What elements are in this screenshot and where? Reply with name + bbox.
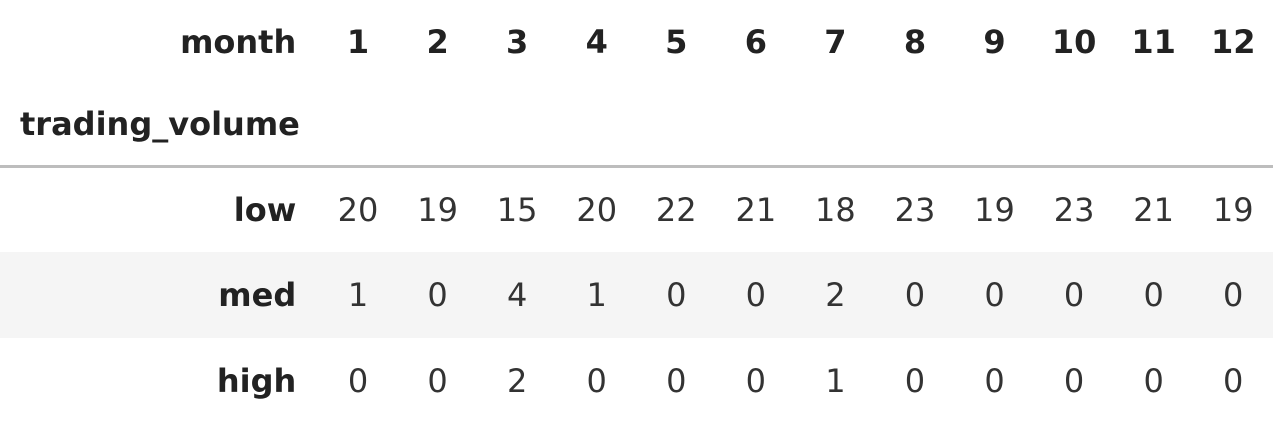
table-cell: 21 xyxy=(1133,190,1175,229)
table-cell: 0 xyxy=(1143,362,1164,400)
column-header: 11 xyxy=(1131,23,1176,61)
table-cell: 0 xyxy=(666,362,687,400)
table-cell: 0 xyxy=(427,362,448,400)
table-row: high 0 0 2 0 0 0 1 0 0 0 0 0 xyxy=(0,338,1273,423)
table-cell: 0 xyxy=(1063,362,1085,400)
table-cell: 2 xyxy=(506,362,528,400)
column-header-row: month 1 2 3 4 5 6 7 8 9 10 11 12 xyxy=(0,0,1273,84)
column-header: 12 xyxy=(1210,23,1256,61)
table-cell: 0 xyxy=(745,276,767,314)
column-header: 3 xyxy=(506,23,529,61)
row-label: med xyxy=(218,276,297,314)
column-header: 2 xyxy=(426,23,449,61)
column-header: 8 xyxy=(903,23,927,61)
empty-cell xyxy=(318,84,398,168)
table-cell: 22 xyxy=(655,190,697,229)
table-row: low 20 19 15 20 22 21 18 23 19 23 21 19 xyxy=(0,166,1273,252)
table-cell: 0 xyxy=(666,276,687,314)
empty-cell xyxy=(397,84,478,168)
table-cell: 1 xyxy=(347,276,369,314)
table-cell: 20 xyxy=(576,190,618,229)
table-cell: 0 xyxy=(427,276,448,314)
table-cell: 0 xyxy=(1223,362,1244,400)
table-cell: 23 xyxy=(894,190,936,229)
empty-cell xyxy=(795,84,876,168)
table-cell: 0 xyxy=(586,362,607,400)
column-header: 5 xyxy=(665,23,688,61)
column-header: 4 xyxy=(585,23,608,61)
empty-cell xyxy=(1193,84,1273,168)
empty-cell xyxy=(954,84,1035,168)
table-cell: 4 xyxy=(506,276,528,314)
empty-cell xyxy=(556,84,637,168)
table-cell: 20 xyxy=(337,190,379,229)
table-cell: 19 xyxy=(974,190,1015,229)
column-header: 6 xyxy=(744,23,767,61)
table-cell: 18 xyxy=(815,190,856,229)
table-cell: 19 xyxy=(417,190,458,229)
empty-cell xyxy=(875,84,955,168)
empty-cell xyxy=(1034,84,1114,168)
table-cell: 0 xyxy=(904,276,926,314)
table-cell: 0 xyxy=(1223,276,1244,314)
column-header: 9 xyxy=(983,23,1006,61)
index-name-header: trading_volume xyxy=(0,84,319,168)
table-cell: 0 xyxy=(745,362,767,400)
column-header: 1 xyxy=(346,23,370,61)
table-row: med 1 0 4 1 0 0 2 0 0 0 0 0 xyxy=(0,252,1273,338)
table-cell: 15 xyxy=(496,190,538,229)
columns-name-header: month xyxy=(180,23,297,61)
column-header: 7 xyxy=(824,23,847,61)
empty-cell xyxy=(1113,84,1194,168)
table-cell: 0 xyxy=(1143,276,1164,314)
index-name-row: trading_volume xyxy=(0,84,1273,168)
table-cell: 0 xyxy=(904,362,926,400)
table-cell: 0 xyxy=(984,276,1005,314)
empty-cell xyxy=(716,84,796,168)
table-cell: 0 xyxy=(347,362,369,400)
table-cell: 23 xyxy=(1053,190,1095,229)
empty-cell xyxy=(477,84,557,168)
row-label: high xyxy=(216,362,297,400)
empty-cell xyxy=(636,84,717,168)
table-cell: 1 xyxy=(586,276,607,314)
table-cell: 21 xyxy=(735,190,777,229)
table-cell: 0 xyxy=(984,362,1005,400)
table-cell: 2 xyxy=(825,276,846,314)
row-label: low xyxy=(233,190,297,229)
table-cell: 1 xyxy=(825,362,846,400)
table-cell: 19 xyxy=(1212,190,1254,229)
column-header: 10 xyxy=(1051,23,1097,61)
table-cell: 0 xyxy=(1063,276,1085,314)
